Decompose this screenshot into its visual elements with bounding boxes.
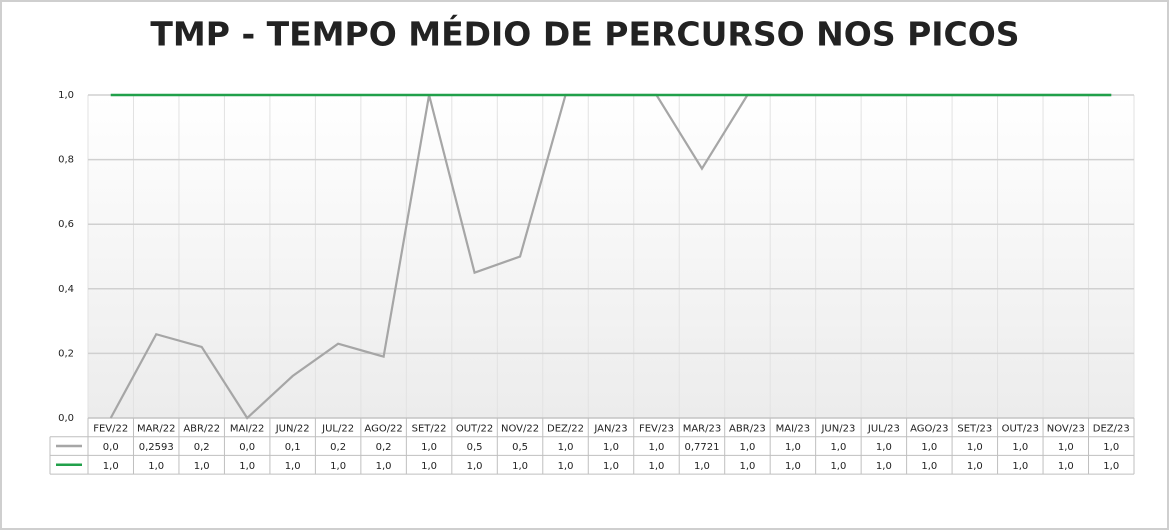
x-tick-label: OUT/22 bbox=[456, 423, 493, 434]
plot-area bbox=[88, 95, 1134, 418]
x-tick-label: OUT/23 bbox=[1002, 423, 1039, 434]
value-label: 0,7721 bbox=[684, 442, 719, 453]
x-tick-label: ABR/22 bbox=[183, 423, 220, 434]
x-tick-label: MAR/22 bbox=[137, 423, 176, 434]
x-tick-label: SET/23 bbox=[957, 423, 992, 434]
value-label: 1,0 bbox=[421, 442, 437, 453]
y-tick-label: 0,8 bbox=[58, 155, 74, 166]
value-label: 1,0 bbox=[330, 461, 346, 472]
value-label: 1,0 bbox=[421, 461, 437, 472]
value-label: 1,0 bbox=[785, 461, 801, 472]
value-label: 0,2 bbox=[330, 442, 346, 453]
value-label: 0,5 bbox=[467, 442, 483, 453]
value-label: 1,0 bbox=[1012, 461, 1028, 472]
value-label: 0,2 bbox=[376, 442, 392, 453]
value-label: 1,0 bbox=[1103, 461, 1119, 472]
value-label: 1,0 bbox=[1012, 442, 1028, 453]
value-label: 1,0 bbox=[558, 461, 574, 472]
value-label: 1,0 bbox=[921, 442, 937, 453]
value-label: 1,0 bbox=[739, 442, 755, 453]
x-tick-label: AGO/22 bbox=[364, 423, 402, 434]
value-label: 0,5 bbox=[512, 442, 528, 453]
value-label: 1,0 bbox=[1058, 461, 1074, 472]
y-tick-label: 0,6 bbox=[58, 219, 74, 230]
value-label: 1,0 bbox=[1058, 442, 1074, 453]
value-label: 1,0 bbox=[1103, 442, 1119, 453]
value-label: 1,0 bbox=[103, 461, 119, 472]
x-tick-label: SET/22 bbox=[412, 423, 447, 434]
value-label: 1,0 bbox=[558, 442, 574, 453]
value-label: 1,0 bbox=[376, 461, 392, 472]
y-tick-label: 0,0 bbox=[58, 413, 74, 424]
value-label: 0,2 bbox=[194, 442, 210, 453]
x-tick-label: JUN/23 bbox=[820, 423, 855, 434]
x-tick-label: DEZ/22 bbox=[547, 423, 584, 434]
value-label: 0,1 bbox=[285, 442, 301, 453]
x-tick-label: JUN/22 bbox=[275, 423, 310, 434]
x-tick-label: NOV/22 bbox=[501, 423, 539, 434]
value-label: 1,0 bbox=[876, 442, 892, 453]
x-tick-label: MAI/22 bbox=[230, 423, 265, 434]
x-tick-label: FEV/22 bbox=[93, 423, 128, 434]
value-label: 1,0 bbox=[694, 461, 710, 472]
value-label: 1,0 bbox=[148, 461, 164, 472]
x-tick-label: MAR/23 bbox=[683, 423, 722, 434]
value-label: 1,0 bbox=[967, 442, 983, 453]
y-tick-label: 0,4 bbox=[58, 284, 74, 295]
value-label: 1,0 bbox=[285, 461, 301, 472]
value-label: 1,0 bbox=[921, 461, 937, 472]
y-tick-label: 0,2 bbox=[58, 348, 74, 359]
x-tick-label: JAN/23 bbox=[593, 423, 627, 434]
value-label: 0,0 bbox=[103, 442, 119, 453]
x-tick-label: JUL/23 bbox=[867, 423, 900, 434]
value-label: 1,0 bbox=[830, 461, 846, 472]
value-label: 1,0 bbox=[603, 442, 619, 453]
x-tick-label: NOV/23 bbox=[1047, 423, 1085, 434]
value-label: 1,0 bbox=[467, 461, 483, 472]
value-label: 1,0 bbox=[830, 442, 846, 453]
x-tick-label: DEZ/23 bbox=[1093, 423, 1130, 434]
value-label: 1,0 bbox=[876, 461, 892, 472]
x-tick-label: FEV/23 bbox=[639, 423, 674, 434]
value-label: 0,0 bbox=[239, 442, 255, 453]
x-tick-label: AGO/23 bbox=[910, 423, 948, 434]
value-label: 1,0 bbox=[649, 442, 665, 453]
value-label: 1,0 bbox=[967, 461, 983, 472]
value-label: 0,2593 bbox=[139, 442, 174, 453]
chart-title: TMP - TEMPO MÉDIO DE PERCURSO NOS PICOS bbox=[150, 14, 1019, 54]
value-label: 1,0 bbox=[194, 461, 210, 472]
y-tick-label: 1,0 bbox=[58, 90, 74, 101]
value-label: 1,0 bbox=[739, 461, 755, 472]
value-label: 1,0 bbox=[603, 461, 619, 472]
value-label: 1,0 bbox=[512, 461, 528, 472]
value-label: 1,0 bbox=[785, 442, 801, 453]
x-tick-label: MAI/23 bbox=[776, 423, 811, 434]
x-tick-label: JUL/22 bbox=[321, 423, 354, 434]
value-label: 1,0 bbox=[649, 461, 665, 472]
value-label: 1,0 bbox=[239, 461, 255, 472]
x-tick-label: ABR/23 bbox=[729, 423, 766, 434]
